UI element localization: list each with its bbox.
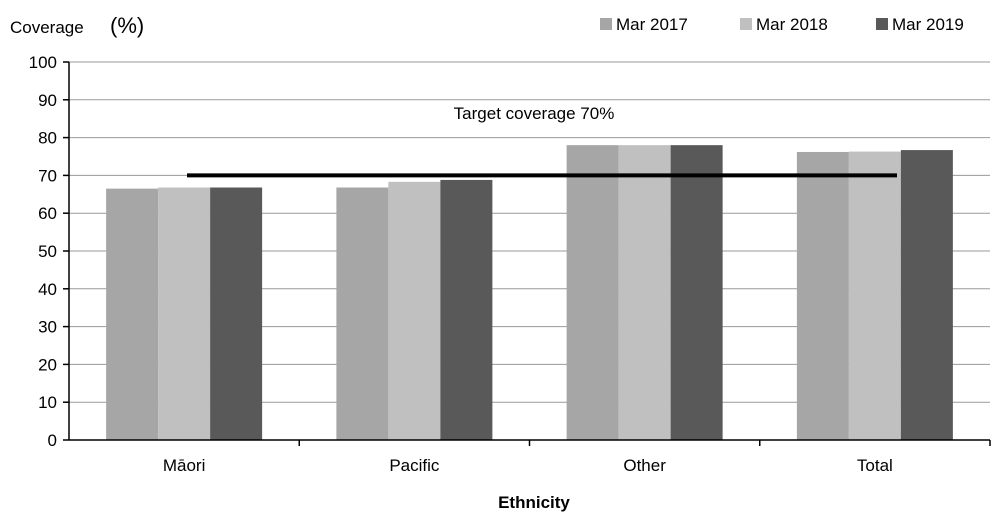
bar-mar-2018-1 <box>388 181 441 441</box>
category-label: Total <box>857 456 893 475</box>
legend-swatch <box>740 18 752 30</box>
y-tick-labels: 0 10 20 30 40 50 60 70 80 90 100 <box>29 53 57 450</box>
legend-swatch <box>600 18 612 30</box>
bar-mar-2017-0 <box>106 188 159 440</box>
legend-swatch <box>876 18 888 30</box>
legend-label: Mar 2019 <box>892 15 964 34</box>
bar-mar-2017-1 <box>336 187 389 440</box>
bar-mar-2017-3 <box>796 151 849 441</box>
category-label: Other <box>623 456 666 475</box>
category-label: Māori <box>163 456 206 475</box>
bar-mar-2018-2 <box>618 145 671 440</box>
y-tick-label: 80 <box>38 129 57 148</box>
category-label: Pacific <box>389 456 440 475</box>
bar-mar-2019-1 <box>440 179 493 440</box>
legend-label: Mar 2017 <box>616 15 688 34</box>
y-tick-label: 70 <box>38 166 57 185</box>
y-tick-label: 50 <box>38 242 57 261</box>
legend: Mar 2017 Mar 2018 Mar 2019 <box>600 15 964 34</box>
bar-mar-2018-3 <box>848 151 901 440</box>
y-tick-label: 0 <box>48 431 57 450</box>
bar-mar-2019-3 <box>900 150 953 440</box>
axes <box>63 61 991 446</box>
bar-mar-2018-0 <box>158 187 211 440</box>
bar-mar-2019-0 <box>210 187 263 440</box>
legend-label: Mar 2018 <box>756 15 828 34</box>
category-labels: Māori Pacific Other Total <box>163 456 893 475</box>
x-axis-label: Ethnicity <box>498 493 570 512</box>
y-tick-label: 60 <box>38 204 57 223</box>
bar-mar-2019-2 <box>670 145 723 440</box>
y-tick-label: 30 <box>38 318 57 337</box>
y-tick-label: 100 <box>29 53 57 72</box>
y-axis-label: Coverage <box>10 18 84 37</box>
y-tick-label: 20 <box>38 355 57 374</box>
target-annotation: Target coverage 70% <box>454 104 615 123</box>
y-tick-label: 90 <box>38 91 57 110</box>
bars <box>106 145 953 441</box>
y-tick-label: 10 <box>38 393 57 412</box>
y-axis-unit: (%) <box>110 13 144 38</box>
y-tick-label: 40 <box>38 280 57 299</box>
bar-mar-2017-2 <box>566 145 619 440</box>
